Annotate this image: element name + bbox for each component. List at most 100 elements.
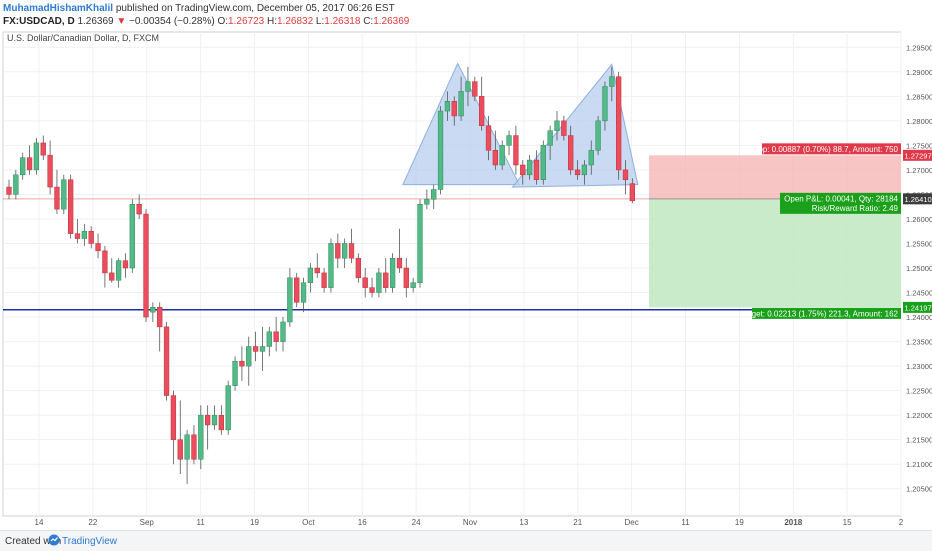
change-arrow-icon: ▼ — [116, 16, 127, 27]
chart-area[interactable]: 1.29500 1.29000 1.28500 1.28000 1.27500 1.270… — [0, 29, 932, 529]
target-price-tag: 1.24197 — [905, 303, 932, 312]
candle-down — [622, 169, 629, 180]
x-tick-label: 24 — [412, 518, 421, 527]
last-price: 1.26369 — [77, 16, 114, 27]
target-zone — [649, 198, 901, 308]
stop-price-tag: 1.27297 — [905, 151, 932, 160]
candle-up — [437, 110, 444, 190]
candle-up — [266, 331, 272, 347]
candle-down — [616, 76, 622, 171]
candle-down — [383, 272, 389, 288]
y-tick-label: 1.22500 — [906, 387, 932, 396]
x-tick-label: 14 — [35, 518, 44, 527]
candle-down — [273, 331, 279, 342]
open-label: O: — [217, 16, 229, 27]
candle-up — [417, 203, 423, 283]
y-tick-label: 1.29500 — [906, 43, 932, 52]
candle-up — [444, 100, 451, 112]
close-label: C: — [363, 16, 374, 27]
candle-down — [218, 414, 224, 431]
y-tick-label: 1.24500 — [906, 289, 932, 298]
candle-up — [307, 267, 314, 283]
target-label-bg — [752, 307, 901, 319]
candle-down — [54, 186, 60, 210]
pnl-label-text: Open P&L: 0.00041, Qty: 28184 — [784, 194, 898, 203]
pnl-label-bg — [780, 192, 901, 214]
stop-label-text: Stop: 0.00887 (0.70%) 88.7, Amount: 750 — [751, 145, 899, 154]
x-tick-label: 16 — [358, 518, 367, 527]
y-tick-label: 1.29000 — [906, 68, 932, 77]
x-tick-label: 22 — [88, 518, 97, 527]
y-tick-label: 1.25500 — [906, 239, 932, 248]
y-tick-label: 1.28500 — [906, 92, 932, 101]
y-tick-label: 1.26000 — [906, 215, 932, 224]
tradingview-brand[interactable]: TradingView — [62, 536, 118, 547]
y-tick-label: 1.24000 — [906, 313, 932, 322]
candle-down — [294, 277, 300, 303]
low-label: L: — [315, 16, 325, 27]
candle-up — [129, 203, 135, 269]
candle-up — [150, 306, 156, 313]
x-tick-label: 2018 — [784, 518, 802, 527]
candlestick-chart[interactable]: 1.29500 1.29000 1.28500 1.28000 1.27500 1.270… — [0, 29, 932, 529]
candle-down — [396, 257, 403, 269]
candle-down — [348, 243, 355, 259]
candle-down — [95, 243, 101, 252]
pnl-label-text: Risk/Reward Ratio: 2.49 — [812, 204, 899, 213]
low-value: 1.26318 — [324, 16, 361, 27]
candle-down — [321, 272, 327, 288]
candle-up — [259, 346, 266, 352]
stop-zone — [649, 155, 901, 199]
x-tick-label: Nov — [463, 518, 477, 527]
candle-up — [246, 346, 252, 367]
candle-up — [225, 385, 231, 431]
candle-up — [287, 277, 293, 323]
candle-down — [40, 142, 46, 156]
candle-up — [424, 199, 430, 205]
x-tick-label: 13 — [519, 518, 528, 527]
chart-title: U.S. Dollar/Canadian Dollar, D, FXCM — [7, 33, 159, 43]
symbol-label[interactable]: FX:USDCAD, D — [3, 16, 75, 27]
x-tick-label: 11 — [196, 518, 205, 527]
created-with-text: Created with — [5, 536, 62, 547]
candle-up — [328, 243, 334, 288]
target-label-text: Target: 0.02213 (1.75%) 221.3, Amount: 1… — [741, 309, 899, 318]
candle-up — [499, 145, 505, 166]
candle-up — [198, 414, 204, 460]
publish-text: published on TradingView.com, December 0… — [115, 3, 395, 14]
candle-up — [342, 243, 348, 259]
y-tick-label: 1.25000 — [906, 264, 932, 273]
y-tick-label: 1.21000 — [906, 460, 932, 469]
candle-down — [485, 125, 492, 151]
candle-up — [184, 434, 190, 460]
candle-down — [177, 439, 183, 460]
y-tick-label: 1.21500 — [906, 436, 932, 445]
candle-down — [191, 434, 197, 460]
candle-down — [252, 346, 259, 352]
y-tick-label: 1.22000 — [906, 411, 932, 420]
candle-down — [314, 267, 320, 274]
x-tick-label: 19 — [250, 518, 259, 527]
candle-up — [602, 86, 608, 122]
candle-up — [431, 189, 437, 200]
candle-down — [513, 135, 519, 166]
candle-down — [561, 120, 567, 136]
candle-down — [492, 150, 499, 166]
candle-down — [472, 81, 478, 97]
author-link[interactable]: MuhamadHishamKhalil — [3, 3, 114, 14]
candle-down — [568, 135, 574, 171]
symbol-info: FX:USDCAD, D 1.26369 ▼ −0.00354 (−0.28%)… — [3, 16, 409, 27]
header-bar: MuhamadHishamKhalil published on Trading… — [0, 0, 932, 30]
y-tick-label: 1.27500 — [906, 141, 932, 150]
candle-down — [239, 360, 245, 367]
x-tick-label: Sep — [140, 518, 155, 527]
candle-up — [595, 120, 601, 151]
high-value: 1.26832 — [276, 16, 314, 27]
candle-up — [588, 150, 594, 166]
candle-up — [458, 91, 464, 117]
candle-down — [170, 395, 177, 440]
x-tick-label: Oct — [302, 518, 315, 527]
candle-down — [74, 233, 81, 239]
candle-down — [629, 183, 636, 202]
candle-down — [109, 272, 115, 281]
